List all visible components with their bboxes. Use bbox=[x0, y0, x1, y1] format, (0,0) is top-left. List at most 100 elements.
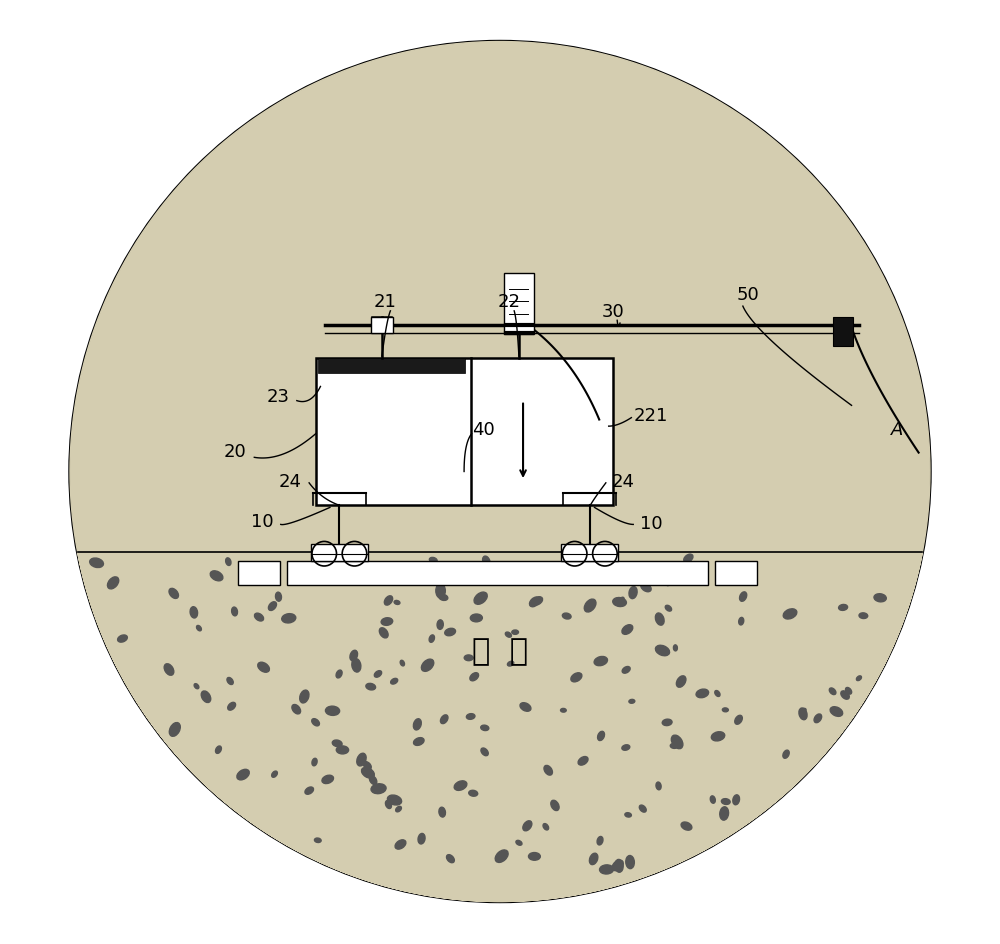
Ellipse shape bbox=[829, 688, 836, 695]
Ellipse shape bbox=[421, 660, 434, 671]
Ellipse shape bbox=[619, 598, 624, 602]
Ellipse shape bbox=[314, 838, 321, 843]
Ellipse shape bbox=[597, 836, 603, 845]
Ellipse shape bbox=[629, 700, 635, 703]
Text: 10: 10 bbox=[640, 514, 663, 532]
Ellipse shape bbox=[336, 670, 342, 678]
Ellipse shape bbox=[507, 662, 514, 666]
Bar bbox=[238, 562, 280, 585]
Ellipse shape bbox=[622, 625, 633, 634]
Ellipse shape bbox=[578, 757, 588, 766]
Ellipse shape bbox=[543, 824, 549, 830]
Text: 22: 22 bbox=[498, 293, 521, 312]
Ellipse shape bbox=[429, 635, 434, 643]
Text: 10: 10 bbox=[251, 512, 273, 531]
Ellipse shape bbox=[800, 709, 806, 713]
Ellipse shape bbox=[275, 593, 281, 601]
Ellipse shape bbox=[740, 592, 747, 601]
Ellipse shape bbox=[481, 725, 489, 731]
Ellipse shape bbox=[670, 744, 678, 749]
Ellipse shape bbox=[440, 715, 448, 724]
Ellipse shape bbox=[859, 614, 868, 619]
Ellipse shape bbox=[282, 614, 296, 623]
Text: 21: 21 bbox=[373, 293, 396, 312]
Ellipse shape bbox=[474, 593, 487, 605]
Ellipse shape bbox=[384, 597, 393, 605]
Ellipse shape bbox=[477, 565, 483, 569]
Ellipse shape bbox=[721, 799, 730, 804]
Ellipse shape bbox=[845, 688, 852, 695]
Ellipse shape bbox=[439, 595, 448, 600]
Ellipse shape bbox=[841, 691, 849, 700]
Ellipse shape bbox=[371, 784, 386, 794]
Ellipse shape bbox=[512, 631, 518, 634]
Ellipse shape bbox=[665, 577, 673, 586]
Ellipse shape bbox=[470, 673, 479, 681]
Ellipse shape bbox=[684, 554, 693, 563]
Ellipse shape bbox=[662, 719, 672, 726]
Ellipse shape bbox=[362, 767, 374, 778]
Text: 24: 24 bbox=[611, 472, 634, 491]
Ellipse shape bbox=[733, 795, 740, 805]
Ellipse shape bbox=[447, 854, 454, 863]
Ellipse shape bbox=[454, 781, 467, 790]
Ellipse shape bbox=[567, 562, 575, 573]
Ellipse shape bbox=[258, 663, 269, 672]
Ellipse shape bbox=[626, 855, 634, 868]
Ellipse shape bbox=[336, 746, 349, 754]
Ellipse shape bbox=[622, 666, 630, 673]
Ellipse shape bbox=[232, 607, 237, 616]
Ellipse shape bbox=[715, 691, 720, 697]
Ellipse shape bbox=[615, 860, 623, 872]
Ellipse shape bbox=[739, 617, 744, 625]
Ellipse shape bbox=[584, 555, 597, 566]
Ellipse shape bbox=[629, 587, 637, 599]
Ellipse shape bbox=[332, 740, 342, 747]
Ellipse shape bbox=[292, 705, 301, 715]
Ellipse shape bbox=[395, 840, 406, 850]
Ellipse shape bbox=[312, 719, 319, 726]
Ellipse shape bbox=[387, 795, 402, 805]
Ellipse shape bbox=[495, 850, 508, 863]
Ellipse shape bbox=[567, 568, 574, 579]
Ellipse shape bbox=[169, 723, 180, 736]
Bar bbox=[311, 545, 368, 562]
Ellipse shape bbox=[720, 807, 729, 820]
Ellipse shape bbox=[357, 753, 366, 767]
Ellipse shape bbox=[194, 684, 199, 689]
Text: 24: 24 bbox=[279, 472, 302, 491]
Ellipse shape bbox=[571, 673, 582, 683]
Ellipse shape bbox=[561, 709, 566, 713]
Ellipse shape bbox=[562, 614, 571, 619]
Ellipse shape bbox=[237, 769, 249, 780]
Ellipse shape bbox=[856, 676, 861, 681]
Ellipse shape bbox=[321, 565, 331, 571]
Ellipse shape bbox=[379, 628, 388, 638]
Ellipse shape bbox=[418, 834, 425, 844]
Ellipse shape bbox=[439, 807, 445, 818]
Ellipse shape bbox=[520, 703, 531, 712]
Ellipse shape bbox=[639, 805, 646, 812]
Ellipse shape bbox=[598, 732, 605, 741]
Ellipse shape bbox=[305, 787, 314, 795]
Ellipse shape bbox=[600, 865, 614, 874]
Bar bbox=[504, 274, 534, 335]
Bar bbox=[833, 318, 853, 346]
Polygon shape bbox=[70, 42, 930, 902]
Ellipse shape bbox=[164, 664, 174, 676]
Text: 道  床: 道 床 bbox=[472, 637, 528, 666]
Ellipse shape bbox=[201, 691, 211, 702]
Ellipse shape bbox=[254, 614, 264, 621]
Ellipse shape bbox=[481, 749, 488, 756]
Ellipse shape bbox=[400, 661, 404, 666]
Ellipse shape bbox=[190, 607, 198, 618]
Ellipse shape bbox=[722, 708, 728, 712]
Ellipse shape bbox=[665, 606, 672, 612]
Ellipse shape bbox=[369, 776, 377, 784]
Ellipse shape bbox=[469, 790, 478, 797]
Ellipse shape bbox=[483, 557, 490, 566]
Ellipse shape bbox=[696, 689, 709, 698]
Text: 50: 50 bbox=[736, 285, 759, 304]
Ellipse shape bbox=[366, 683, 376, 690]
Ellipse shape bbox=[197, 626, 201, 632]
